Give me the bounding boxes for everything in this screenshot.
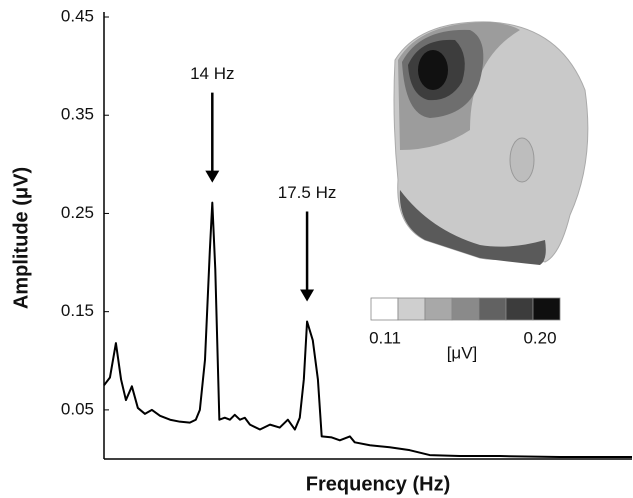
colorbar-label: [μV] — [447, 343, 478, 362]
colorbar-tick-label: 0.20 — [523, 328, 556, 347]
colorbar-cell — [424, 297, 453, 321]
colorbar-cell — [397, 297, 426, 321]
y-tick-label: 0.45 — [61, 6, 94, 25]
spectrum-line — [103, 201, 632, 459]
arrow-head — [205, 170, 220, 183]
colorbar-tick-label: 0.11 — [369, 328, 401, 347]
arrow-head — [300, 289, 315, 302]
colorbar-cell — [505, 297, 534, 321]
annotation-label: 14 Hz — [190, 64, 234, 83]
y-tick-label: 0.15 — [61, 301, 94, 320]
y-tick-label: 0.05 — [61, 399, 94, 418]
annotation-label: 17.5 Hz — [278, 183, 337, 202]
colorbar-cell — [451, 297, 480, 321]
y-axis-title: Amplitude (μV) — [10, 167, 32, 309]
y-tick-label: 0.25 — [61, 203, 94, 222]
y-tick-label: 0.35 — [61, 105, 94, 124]
colorbar-cell — [478, 297, 507, 321]
head-map — [393, 21, 589, 265]
colorbar-cell — [532, 297, 561, 321]
x-axis-title: Frequency (Hz) — [306, 473, 450, 495]
colorbar-cell — [370, 297, 399, 321]
